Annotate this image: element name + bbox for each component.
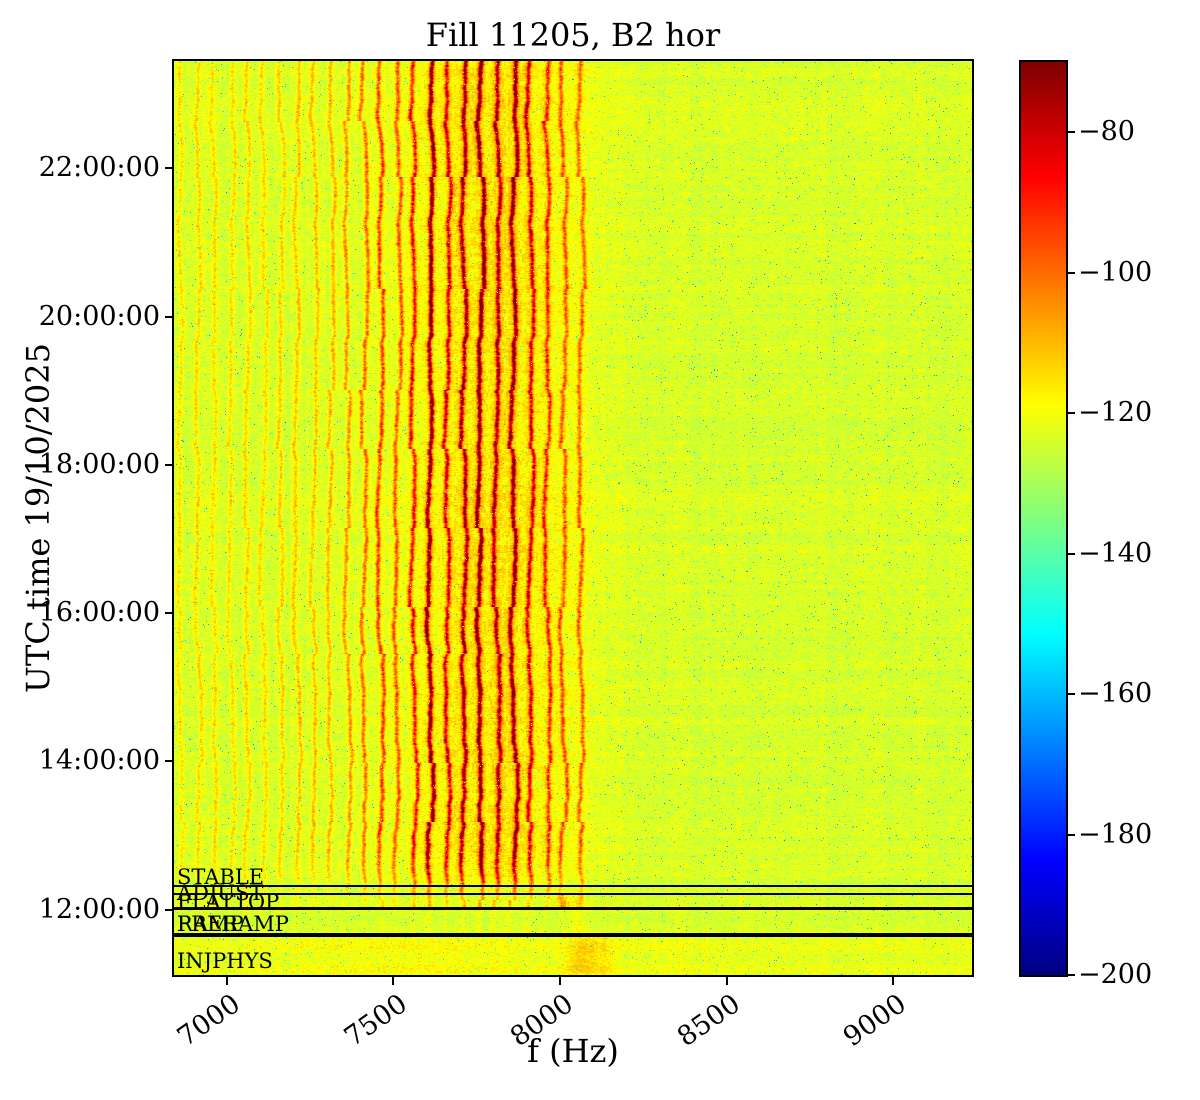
spectrogram-heatmap [174,61,972,975]
colorbar-tick-mark [1067,833,1075,836]
beam-mode-label-injphys: INJPHYS [177,948,273,973]
colorbar-tick-label: −140 [1078,537,1153,569]
y-tick-mark [165,760,173,763]
beam-mode-label-preramp: PRERAMP [177,912,289,937]
beam-mode-label-flattop: FLATTOP [177,890,280,914]
y-tick-mark [165,612,173,615]
colorbar-gradient [1021,62,1066,975]
chart-title: Fill 11205, B2 hor [425,16,721,54]
colorbar-tick-label: −80 [1078,116,1135,148]
colorbar-tick-mark [1067,693,1075,696]
y-tick-label: 12:00:00 [38,893,160,925]
x-tick-mark [725,977,728,985]
colorbar-tick-mark [1067,974,1075,976]
colorbar-tick-label: −180 [1078,818,1153,850]
colorbar-tick-mark [1067,552,1075,555]
colorbar-tick-mark [1067,271,1075,274]
colorbar-tick-label: −100 [1078,256,1153,288]
x-axis-label: f (Hz) [527,1032,619,1070]
beam-mode-label-ramp: RAMP [177,912,244,937]
x-tick-mark [559,977,561,985]
colorbar-tick-label: −120 [1078,397,1153,429]
colorbar-tick-mark [1067,412,1075,415]
colorbar-tick-mark [1067,131,1075,134]
y-axis-label: UTC time 19/10/2025 [19,343,57,693]
y-tick-mark [165,463,173,466]
y-tick-label: 22:00:00 [38,152,160,184]
y-tick-label: 14:00:00 [38,745,160,777]
y-tick-mark [165,908,173,911]
colorbar-tick-label: −200 [1078,959,1153,990]
y-tick-mark [165,315,173,318]
beam-mode-label-stable: STABLE [177,865,265,890]
x-tick-mark [892,977,895,985]
y-tick-mark [165,167,173,170]
colorbar-tick-label: −160 [1078,678,1153,710]
x-tick-mark [225,977,228,985]
x-tick-mark [392,977,395,985]
y-tick-label: 20:00:00 [38,300,160,332]
y-tick-label: 16:00:00 [38,597,160,629]
beam-mode-label-adjust: ADJUST [177,880,264,905]
y-tick-label: 18:00:00 [38,448,160,480]
